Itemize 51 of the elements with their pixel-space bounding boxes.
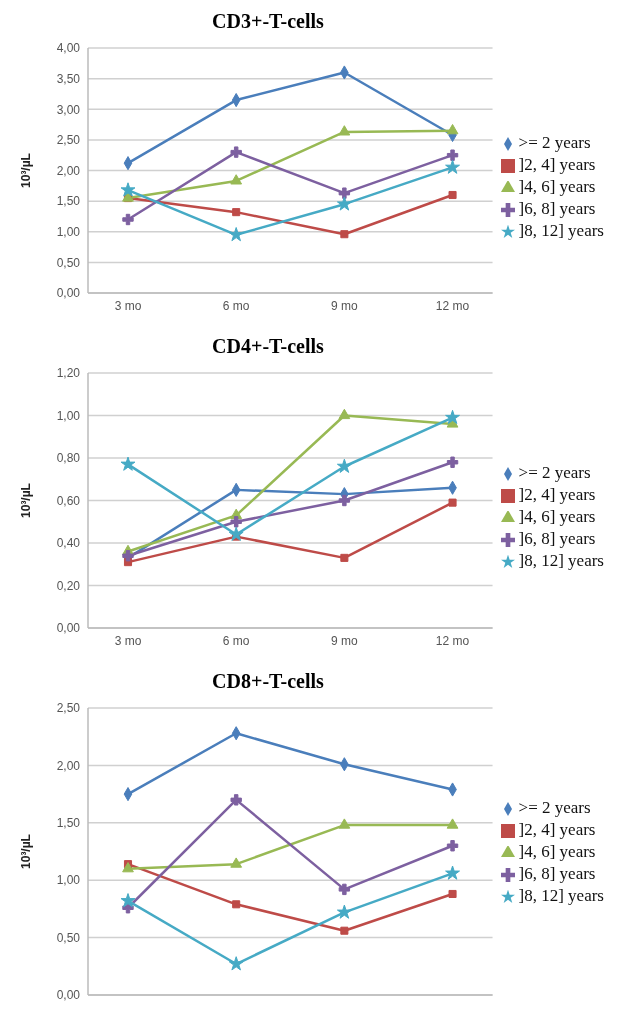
- legend-label: >= 2 years: [518, 797, 591, 817]
- y-tick-label: 1,00: [56, 225, 81, 240]
- y-tick-label: 0,60: [56, 493, 81, 508]
- y-axis-title: 10³/µL: [19, 153, 34, 188]
- y-tick-label: 0,00: [56, 621, 81, 636]
- legend-label: ]8, 12] years: [518, 550, 604, 570]
- y-tick-label: 1,20: [56, 366, 81, 381]
- legend-label: >= 2 years: [518, 462, 591, 482]
- x-tick-label: 12 mo: [435, 298, 470, 313]
- chart-title: CD3+-T-cells: [211, 10, 325, 33]
- y-tick-label: 0,80: [56, 451, 81, 466]
- chart-title: CD8+-T-cells: [211, 670, 325, 693]
- y-tick-label: 2,50: [56, 133, 81, 148]
- x-tick-label: 6 mo: [222, 298, 250, 313]
- y-tick-label: 3,00: [56, 102, 81, 117]
- x-tick-label: 3 mo: [114, 298, 142, 313]
- y-tick-label: 0,20: [56, 578, 81, 593]
- chart-title: CD4+-T-cells: [211, 335, 325, 358]
- y-tick-label: 0,50: [56, 255, 81, 270]
- x-tick-label: 3 mo: [114, 633, 142, 648]
- legend-label: ]6, 8] years: [518, 528, 596, 548]
- legend-label: >= 2 years: [518, 132, 591, 152]
- legend-label: ]6, 8] years: [518, 863, 596, 883]
- legend-label: ]2, 4] years: [518, 819, 596, 839]
- y-axis-title: 10³/µL: [19, 483, 34, 518]
- x-tick-label: 9 mo: [331, 298, 359, 313]
- y-tick-label: 0,40: [56, 536, 81, 551]
- y-tick-label: 4,00: [56, 41, 81, 56]
- legend-label: ]2, 4] years: [518, 484, 596, 504]
- y-tick-label: 0,50: [56, 930, 81, 945]
- y-axis-title: 10³/µL: [19, 834, 34, 869]
- y-tick-label: 2,00: [56, 163, 81, 178]
- y-tick-label: 2,00: [56, 758, 81, 773]
- y-tick-label: 1,00: [56, 873, 81, 888]
- legend-label: ]2, 4] years: [518, 154, 596, 174]
- y-tick-label: 0,00: [56, 988, 81, 1003]
- y-tick-label: 1,50: [56, 194, 81, 209]
- y-tick-label: 1,50: [56, 816, 81, 831]
- legend-label: ]8, 12] years: [518, 885, 604, 905]
- x-tick-label: 9 mo: [331, 633, 359, 648]
- legend-label: ]6, 8] years: [518, 198, 596, 218]
- y-tick-label: 2,50: [56, 701, 81, 716]
- y-tick-label: 0,00: [56, 286, 81, 301]
- y-tick-label: 1,00: [56, 408, 81, 423]
- x-tick-label: 6 mo: [222, 633, 250, 648]
- legend-label: ]4, 6] years: [518, 506, 596, 526]
- x-tick-label: 12 mo: [435, 633, 470, 648]
- legend-label: ]4, 6] years: [518, 841, 596, 861]
- y-tick-label: 3,50: [56, 71, 81, 86]
- legend-label: ]8, 12] years: [518, 220, 604, 240]
- legend-label: ]4, 6] years: [518, 176, 596, 196]
